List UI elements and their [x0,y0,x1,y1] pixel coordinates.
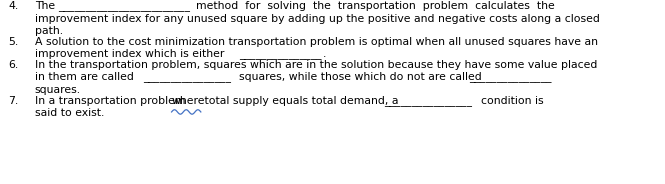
Text: The: The [35,1,55,11]
Text: 5.: 5. [8,37,18,47]
Text: squares, while those which do not are called: squares, while those which do not are ca… [239,72,482,82]
Text: method  for  solving  the  transportation  problem  calculates  the: method for solving the transportation pr… [196,1,555,11]
Text: path.: path. [35,26,63,36]
Text: _______________: _______________ [469,73,551,83]
Text: In a transportation problem: In a transportation problem [35,96,189,106]
Text: 4.: 4. [8,1,18,11]
Text: ________________: ________________ [143,73,231,83]
Text: total supply equals total demand, a: total supply equals total demand, a [201,96,399,106]
Text: _______________: _______________ [239,50,322,60]
Text: improvement index which is either: improvement index which is either [35,49,224,59]
Text: 6.: 6. [8,60,18,70]
Text: .: . [323,49,326,59]
Text: said to exist.: said to exist. [35,108,104,118]
Text: in them are called: in them are called [35,72,134,82]
Text: ________________: ________________ [384,97,471,107]
Text: 7.: 7. [8,96,18,106]
Text: improvement index for any unused square by adding up the positive and negative c: improvement index for any unused square … [35,13,599,24]
Text: In the transportation problem, squares which are in the solution because they ha: In the transportation problem, squares w… [35,60,597,70]
Text: A solution to the cost minimization transportation problem is optimal when all u: A solution to the cost minimization tran… [35,37,598,47]
Text: ________________________: ________________________ [58,2,190,12]
Text: where: where [172,96,205,106]
Text: squares.: squares. [35,85,80,95]
Text: condition is: condition is [481,96,543,106]
